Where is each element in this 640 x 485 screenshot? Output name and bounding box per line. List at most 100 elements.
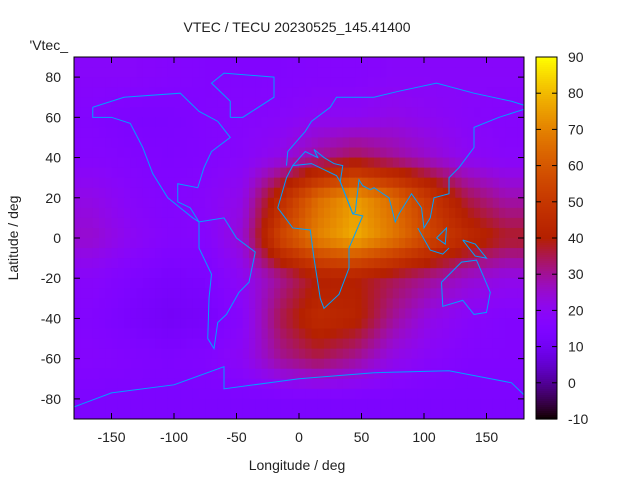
heatmap-cell xyxy=(399,77,406,88)
heatmap-cell xyxy=(130,127,137,138)
heatmap-cell xyxy=(167,288,175,299)
heatmap-cell xyxy=(317,227,325,239)
heatmap-cell xyxy=(361,358,369,370)
heatmap-cell xyxy=(117,298,125,309)
heatmap-cell xyxy=(411,67,419,78)
heatmap-cell xyxy=(280,57,287,68)
heatmap-cell xyxy=(455,388,462,400)
heatmap-cell xyxy=(455,338,462,350)
heatmap-cell xyxy=(517,197,525,209)
heatmap-cell xyxy=(517,378,525,390)
heatmap-cell xyxy=(342,147,350,159)
heatmap-cell xyxy=(80,328,87,340)
heatmap-cell xyxy=(274,388,281,400)
heatmap-cell xyxy=(492,278,500,289)
colorbar-segment xyxy=(536,183,557,186)
heatmap-cell xyxy=(449,227,456,239)
heatmap-cell xyxy=(430,127,437,138)
coastline xyxy=(441,259,491,315)
heatmap-cell xyxy=(180,408,187,420)
heatmap-cell xyxy=(192,278,200,289)
heatmap-cell xyxy=(417,147,425,159)
heatmap-cell xyxy=(286,378,294,390)
heatmap-cell xyxy=(136,308,144,319)
heatmap-cell xyxy=(174,117,181,128)
heatmap-cell xyxy=(211,227,219,239)
heatmap-cell xyxy=(211,248,219,259)
heatmap-cell xyxy=(299,197,306,209)
heatmap-cell xyxy=(199,177,206,189)
heatmap-cell xyxy=(342,77,350,88)
heatmap-cell xyxy=(380,67,387,78)
heatmap-cell xyxy=(417,77,425,88)
heatmap-cell xyxy=(299,288,306,299)
heatmap-cell xyxy=(130,408,137,420)
heatmap-cell xyxy=(430,298,437,309)
heatmap-cell xyxy=(167,57,175,68)
colorbar-segment xyxy=(536,295,557,298)
heatmap-cell xyxy=(399,167,406,179)
heatmap-cell xyxy=(517,97,525,108)
heatmap-cell xyxy=(330,328,337,340)
colorbar-segment xyxy=(536,195,557,198)
heatmap-cell xyxy=(199,57,206,68)
heatmap-cell xyxy=(155,278,162,289)
heatmap-cell xyxy=(199,368,206,380)
heatmap-cell xyxy=(442,318,450,329)
heatmap-cell xyxy=(267,157,275,169)
heatmap-cell xyxy=(130,248,137,259)
heatmap-cell xyxy=(280,378,287,390)
heatmap-cell xyxy=(74,207,81,219)
heatmap-cell xyxy=(461,227,469,239)
heatmap-cell xyxy=(367,117,375,128)
heatmap-cell xyxy=(317,338,325,350)
heatmap-cell xyxy=(499,217,506,229)
heatmap-cell xyxy=(505,157,512,169)
heatmap-cell xyxy=(392,248,400,259)
heatmap-cell xyxy=(436,408,444,420)
heatmap-cell xyxy=(436,167,444,179)
heatmap-cell xyxy=(124,408,131,420)
heatmap-cell xyxy=(355,227,362,239)
heatmap-cells xyxy=(74,57,525,420)
heatmap-cell xyxy=(399,288,406,299)
heatmap-cell xyxy=(311,268,319,279)
heatmap-cell xyxy=(117,358,125,370)
heatmap-cell xyxy=(499,77,506,88)
heatmap-cell xyxy=(142,318,150,329)
colorbar-tick-label: 80 xyxy=(568,85,584,101)
heatmap-cell xyxy=(167,227,175,239)
heatmap-cell xyxy=(124,328,131,340)
heatmap-cell xyxy=(342,408,350,420)
heatmap-cell xyxy=(455,378,462,390)
heatmap-cell xyxy=(474,167,481,179)
heatmap-cell xyxy=(255,107,262,118)
heatmap-cell xyxy=(342,358,350,370)
heatmap-cell xyxy=(124,348,131,360)
heatmap-cell xyxy=(480,137,487,148)
heatmap-cell xyxy=(336,217,344,229)
colorbar-segment xyxy=(536,93,557,96)
heatmap-cell xyxy=(180,258,187,269)
heatmap-cell xyxy=(142,127,150,138)
heatmap-cell xyxy=(161,388,169,400)
heatmap-cell xyxy=(205,408,212,420)
heatmap-cell xyxy=(505,398,512,410)
heatmap-cell xyxy=(149,338,156,350)
heatmap-cell xyxy=(349,167,356,179)
heatmap-cell xyxy=(92,197,100,209)
heatmap-cell xyxy=(355,268,362,279)
heatmap-cell xyxy=(311,308,319,319)
heatmap-cell xyxy=(224,87,231,98)
heatmap-cell xyxy=(455,177,462,189)
heatmap-cell xyxy=(267,207,275,219)
heatmap-cell xyxy=(455,67,462,78)
heatmap-cell xyxy=(467,157,475,169)
heatmap-cell xyxy=(411,268,419,279)
heatmap-cell xyxy=(424,117,431,128)
heatmap-cell xyxy=(430,368,437,380)
heatmap-cell xyxy=(117,408,125,420)
heatmap-cell xyxy=(349,318,356,329)
heatmap-cell xyxy=(205,207,212,219)
y-tick-label: 60 xyxy=(45,109,61,125)
